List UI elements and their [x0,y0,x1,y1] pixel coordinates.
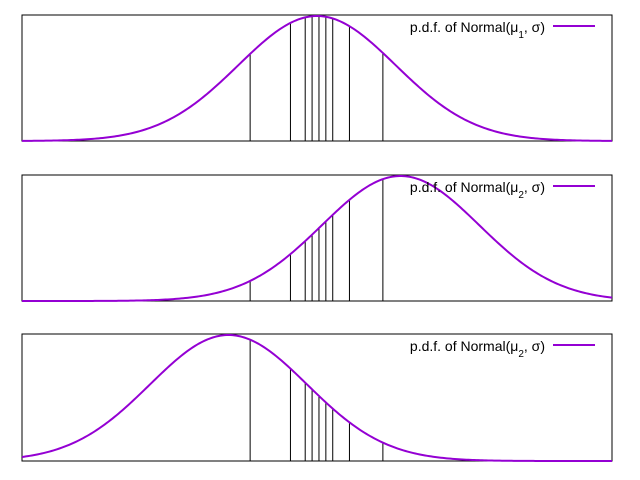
chart-panel-3: p.d.f. of Normal(μ2, σ) [21,333,613,462]
pdf-curve [21,333,612,462]
legend-label: p.d.f. of Normal(μ2, σ) [410,179,545,201]
pdf-curve [22,175,613,302]
plot-frame [21,174,613,302]
legend-label: p.d.f. of Normal(μ2, σ) [410,338,545,360]
plot-frame [21,333,613,462]
chart-panel-1: p.d.f. of Normal(μ1, σ) [21,14,613,142]
chart-panel-2: p.d.f. of Normal(μ2, σ) [21,174,613,302]
legend-label: p.d.f. of Normal(μ1, σ) [410,19,545,41]
pdf-curve [21,14,613,142]
